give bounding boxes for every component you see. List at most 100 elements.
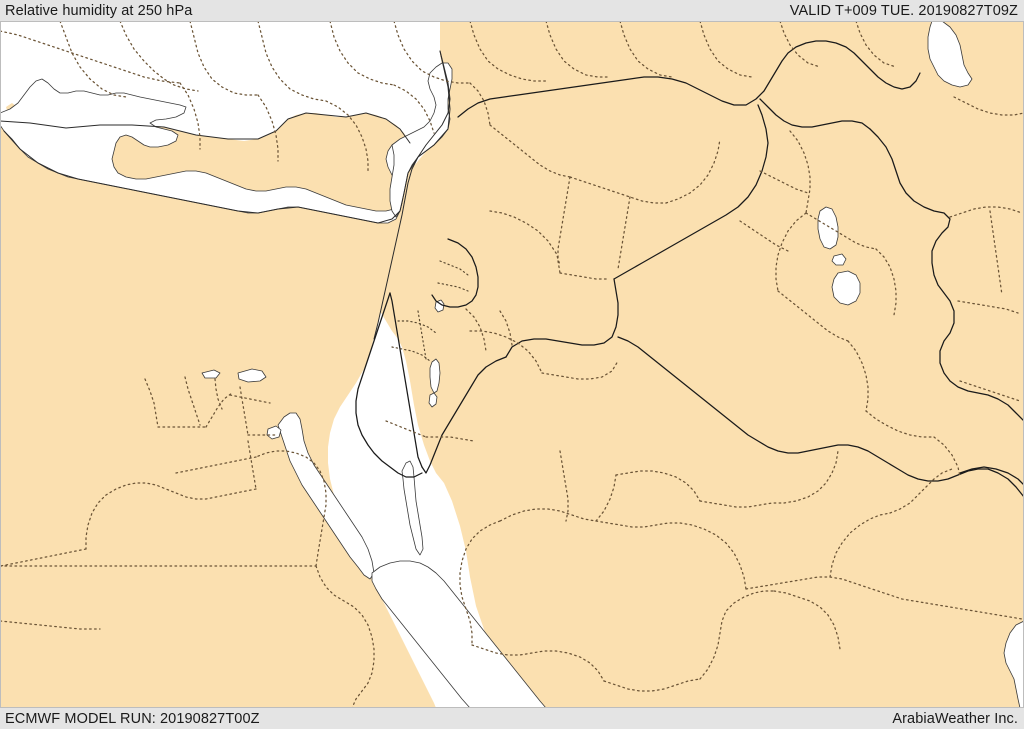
border-sub-saudi-17 — [783, 450, 839, 504]
border-sub-turkey-11 — [393, 21, 471, 84]
border-sub-israel-1 — [397, 320, 437, 334]
border-sub-turkey-6 — [257, 94, 279, 162]
border-sub-turkey-7 — [257, 21, 327, 102]
border-egypt-sinai — [355, 292, 423, 478]
border-sub-turkey-12 — [469, 82, 491, 126]
water-dead-sea — [429, 358, 441, 394]
border-sub-turkey-5 — [189, 21, 259, 96]
border-turkey-syria — [457, 40, 921, 118]
brand-label: ArabiaWeather Inc. — [892, 710, 1018, 727]
border-sub-iran-3 — [957, 300, 1019, 314]
subnational-borders-group — [0, 21, 1024, 708]
model-run-label: ECMWF MODEL RUN: 20190827T00Z — [5, 710, 260, 727]
water-sea-of-galilee — [434, 299, 445, 313]
footer-bar: ECMWF MODEL RUN: 20190827T00Z ArabiaWeat… — [0, 708, 1024, 729]
border-sub-iraq-2 — [805, 212, 877, 250]
water-lake-burullus — [201, 369, 221, 379]
border-sub-saudi-14 — [0, 620, 101, 630]
border-sub-iraq-1 — [789, 130, 811, 214]
border-sub-iran-4 — [989, 210, 1003, 296]
border-sub-saudi-4 — [459, 520, 501, 646]
border-sub-turkey-3 — [119, 21, 199, 92]
border-sub-turkey-1 — [0, 30, 181, 84]
border-sub-jordan-4 — [499, 310, 513, 346]
header-bar: Relative humidity at 250 hPa VALID T+009… — [0, 0, 1024, 21]
border-sub-egypt-13 — [315, 565, 375, 708]
border-sub-egypt-1 — [144, 378, 159, 428]
map-graphic — [0, 21, 1024, 708]
water-lake-bardawil — [266, 425, 282, 440]
water-red-sea — [371, 560, 547, 708]
border-sub-saudi-9 — [745, 576, 831, 590]
water-lake-manzala — [237, 368, 267, 383]
water-lake-tharthar — [817, 206, 839, 250]
border-sub-egypt-9 — [247, 440, 257, 490]
border-sub-turkey-13 — [469, 21, 547, 82]
border-sub-iraq-5 — [777, 290, 849, 342]
water-gulf-of-aqaba — [401, 460, 424, 556]
border-israel-egypt — [389, 292, 423, 468]
border-sub-turkey-8 — [325, 100, 369, 174]
land-karpathos — [0, 155, 12, 187]
border-sub-iraq-10 — [933, 436, 961, 478]
border-sub-jordan-3 — [465, 308, 487, 352]
water-lake-urmia — [927, 21, 973, 88]
border-sub-sinai-1 — [385, 420, 427, 438]
border-sub-egypt-3 — [184, 376, 201, 426]
landmass-group — [0, 21, 1024, 708]
border-lebanon-syria — [431, 238, 479, 308]
border-sub-sinai-2 — [425, 436, 475, 442]
border-sub-turkey-15 — [619, 21, 673, 78]
border-sub-iraq-8 — [739, 220, 789, 252]
land-main — [374, 21, 1024, 708]
border-sub-syria-4 — [559, 272, 609, 280]
border-sub-syria-7 — [617, 196, 631, 270]
border-sub-jordan-2 — [541, 360, 619, 380]
border-syria-iraq — [613, 104, 769, 280]
map-canvas[interactable] — [0, 21, 1024, 708]
border-sub-saudi-12 — [829, 512, 891, 578]
land-north-africa — [0, 113, 436, 708]
border-sub-saudi-6 — [603, 678, 701, 692]
water-lake-habbaniyah — [831, 253, 847, 266]
border-sub-iraq-7 — [759, 170, 809, 194]
coastline-levant — [373, 50, 451, 340]
border-jordan-west — [421, 356, 507, 474]
border-sub-egypt-10 — [85, 482, 257, 550]
border-sub-saudi-7 — [699, 590, 775, 680]
border-sub-lebanon-2 — [437, 282, 469, 292]
border-sub-saudi-8 — [773, 590, 841, 650]
border-sub-iraq-4 — [775, 212, 807, 292]
water-persian-gulf — [1003, 620, 1024, 708]
border-sub-saudi-18 — [559, 450, 569, 522]
border-iraq-iran — [869, 128, 1024, 422]
coastline-anatolia-south — [3, 50, 451, 224]
valid-time-label: VALID T+009 TUE. 20190827T09Z — [789, 2, 1018, 19]
border-sub-turkey-16 — [699, 21, 753, 78]
border-sub-turkey-2 — [59, 21, 127, 98]
border-sub-egypt-11 — [0, 548, 87, 567]
border-sub-turkey-4 — [179, 82, 201, 150]
border-sub-iran-2 — [949, 206, 1023, 218]
water-razzaza-lake — [831, 270, 861, 306]
border-syria-jordan — [505, 278, 619, 358]
border-sub-turkey-14 — [545, 21, 611, 78]
border-sub-egypt-14 — [255, 450, 327, 567]
border-sub-syria-2 — [569, 176, 667, 204]
border-sub-lebanon-1 — [439, 260, 469, 276]
coastline-group — [0, 50, 451, 340]
border-sub-egypt-6 — [239, 386, 249, 436]
border-sub-iran-1 — [953, 96, 1024, 116]
border-sub-syria-1 — [489, 124, 571, 178]
border-saudi-iraq — [959, 466, 1024, 486]
border-sub-syria-6 — [665, 138, 721, 204]
water-dead-sea-south — [428, 392, 438, 408]
border-sub-turkey-18 — [855, 21, 897, 68]
border-sub-saudi-15 — [615, 470, 701, 502]
border-sub-saudi-2 — [595, 474, 617, 522]
border-sub-egypt-4 — [205, 392, 233, 428]
water-bodies-group — [0, 21, 1024, 708]
international-borders-group — [355, 40, 1024, 498]
border-sub-iraq-3 — [875, 248, 897, 316]
